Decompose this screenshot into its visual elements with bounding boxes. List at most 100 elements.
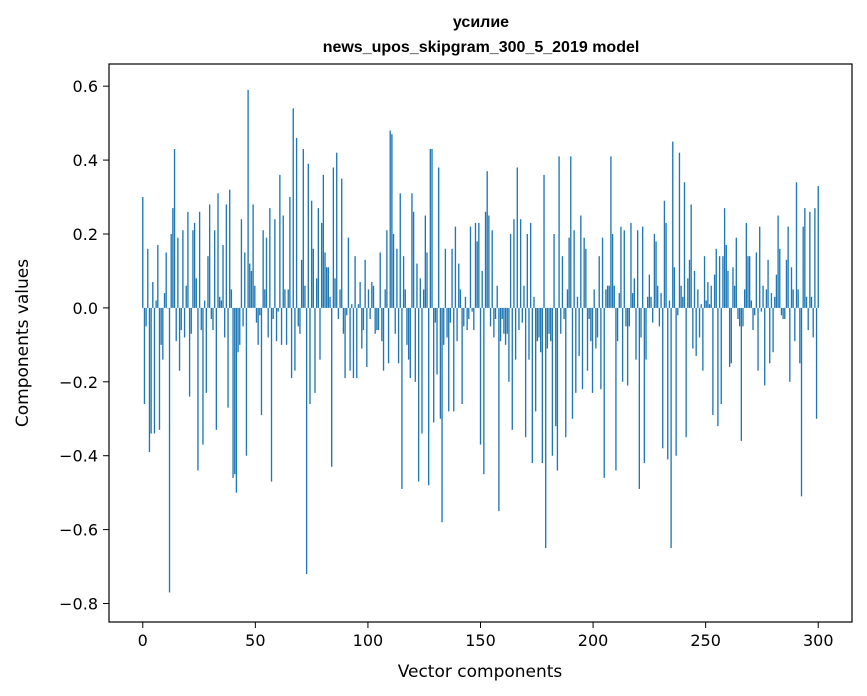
bar-component-93 (297, 307, 299, 327)
bar-component-347 (722, 256, 724, 308)
bar-component-280 (610, 156, 612, 308)
bar-component-327 (688, 259, 691, 308)
bar-component-32 (195, 278, 197, 308)
bar-component-220 (509, 233, 512, 308)
bar-component-122 (346, 307, 348, 316)
bar-component-321 (678, 152, 681, 308)
bar-component-382 (780, 307, 783, 316)
bar-component-64 (249, 263, 251, 308)
bar-component-153 (397, 307, 400, 364)
bar-component-252 (563, 307, 565, 319)
bar-component-24 (182, 230, 184, 308)
bar-component-273 (598, 256, 600, 308)
bar-component-328 (690, 204, 692, 308)
bar-component-90 (292, 108, 294, 308)
bar-component-297 (638, 307, 640, 489)
bar-component-370 (760, 307, 763, 312)
bar-component-118 (339, 289, 341, 308)
bar-component-275 (601, 237, 604, 308)
bar-component-276 (603, 307, 605, 478)
bar-component-210 (493, 307, 495, 338)
bar-component-201 (478, 222, 480, 308)
bar-component-323 (682, 296, 684, 308)
bar-component-98 (305, 307, 308, 574)
bar-component-170 (426, 252, 428, 308)
bar-component-15 (167, 307, 169, 309)
bar-component-356 (737, 307, 739, 319)
bar-component-41 (210, 307, 212, 319)
bar-component-384 (784, 307, 786, 319)
bar-component-160 (409, 307, 411, 379)
bar-component-193 (464, 296, 467, 308)
bar-component-264 (583, 237, 585, 308)
bar-component-31 (193, 222, 196, 308)
bar-component-219 (508, 307, 510, 382)
bar-component-402 (814, 208, 816, 308)
bar-component-157 (404, 289, 406, 308)
bar-component-126 (352, 307, 355, 379)
bar-component-285 (618, 293, 620, 308)
bar-component-67 (254, 285, 256, 308)
bar-component-185 (451, 248, 453, 308)
chart-subtitle: news_upos_skipgram_300_5_2019 model (323, 39, 640, 56)
bar-component-229 (524, 307, 527, 438)
bar-component-56 (235, 307, 238, 493)
bar-component-165 (417, 307, 420, 482)
bar-component-199 (474, 222, 477, 308)
bar-component-212 (496, 285, 498, 308)
bar-component-303 (648, 274, 651, 308)
bar-component-106 (319, 307, 321, 360)
bar-component-278 (606, 285, 609, 308)
bar-component-189 (458, 263, 460, 308)
bar-component-180 (443, 307, 445, 345)
bar-component-246 (553, 233, 555, 308)
bar-component-9 (157, 245, 159, 308)
bar-component-324 (683, 182, 686, 308)
bar-component-318 (673, 267, 676, 308)
bar-component-147 (387, 307, 390, 364)
bar-component-61 (244, 252, 246, 308)
bar-component-171 (428, 307, 430, 486)
bar-component-36 (202, 307, 204, 445)
bar-component-403 (815, 307, 818, 419)
bar-component-235 (535, 307, 537, 412)
bar-component-40 (208, 204, 211, 308)
bar-component-326 (687, 278, 689, 308)
bar-component-190 (459, 289, 462, 308)
bar-component-162 (412, 211, 415, 308)
bar-component-268 (590, 307, 592, 342)
bar-component-322 (680, 285, 682, 308)
bar-component-325 (685, 307, 687, 438)
bar-component-82 (279, 174, 281, 308)
bar-component-238 (540, 307, 542, 353)
bar-component-2 (145, 307, 147, 327)
bar-component-241 (545, 307, 547, 549)
bar-component-38 (205, 307, 207, 393)
bar-component-84 (282, 215, 284, 308)
bar-component-50 (225, 204, 228, 308)
bar-component-271 (595, 307, 597, 349)
bar-component-83 (280, 307, 283, 345)
bar-component-377 (772, 307, 774, 353)
bar-component-305 (652, 307, 654, 323)
bar-component-217 (504, 307, 507, 345)
bar-component-369 (759, 226, 761, 308)
bar-component-102 (312, 248, 314, 308)
bar-component-70 (259, 307, 261, 316)
x-tick-label: 250 (690, 631, 721, 650)
bar-component-366 (754, 307, 756, 316)
bar-component-311 (662, 307, 664, 449)
bar-component-111 (327, 267, 330, 308)
bar-component-393 (799, 307, 801, 364)
bar-component-296 (636, 230, 639, 308)
bar-component-58 (239, 307, 241, 345)
bar-component-166 (419, 278, 421, 308)
bar-component-363 (749, 256, 751, 308)
bar-component-277 (605, 289, 607, 308)
bar-component-213 (498, 307, 500, 512)
x-tick-label: 150 (465, 631, 496, 650)
bar-component-284 (616, 307, 619, 342)
bar-component-108 (322, 174, 325, 308)
bar-component-398 (807, 307, 809, 331)
bar-component-156 (402, 256, 405, 308)
